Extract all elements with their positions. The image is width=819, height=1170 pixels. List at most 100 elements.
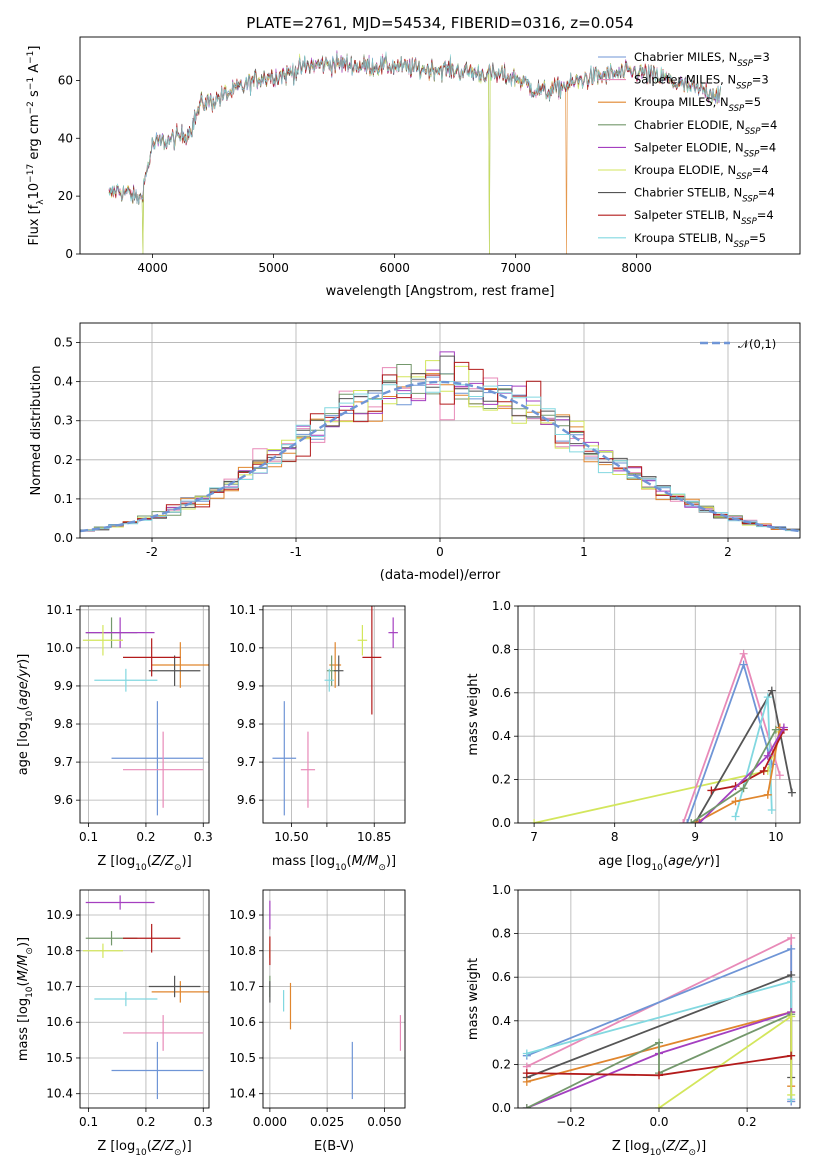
mass_vs_EBV-grid xyxy=(263,890,405,1108)
error-bar-point xyxy=(94,991,158,1007)
spectrum-lines xyxy=(108,50,721,254)
mass-weight-marker xyxy=(787,933,796,942)
y-tick-label: 0.1 xyxy=(54,492,73,506)
y-tick-label: 9.7 xyxy=(54,755,73,769)
legend-entry: Chabrier STELIB, NSSP=4 xyxy=(634,186,775,205)
x-tick-label: 0.3 xyxy=(194,830,213,844)
massweight_vs_age-lines xyxy=(530,649,796,823)
mass-weight-marker xyxy=(739,649,748,658)
mass-weight-marker xyxy=(775,771,784,780)
error-bar-point xyxy=(148,975,201,998)
y-tick-label: 9.8 xyxy=(237,717,256,731)
ebv-x-axis-label: E(B-V) xyxy=(314,1139,354,1154)
legend-entry: Kroupa STELIB, NSSP=5 xyxy=(634,231,766,250)
y-tick-label: 10.1 xyxy=(229,603,256,617)
legend-entry: Chabrier ELODIE, NSSP=4 xyxy=(634,118,777,137)
error-bar-point xyxy=(123,638,181,677)
mass_vs_Z-points xyxy=(82,895,209,1100)
age_vs_mass-axes: 10.50 10.85 9.6 9.7 9.8 9.9 10.0 10.1 xyxy=(229,603,405,844)
error-bar-point xyxy=(123,923,181,953)
y-tick-label: 10.6 xyxy=(46,1015,73,1029)
x-tick-label: 0.1 xyxy=(79,1115,98,1129)
mass-weight-marker xyxy=(522,1104,531,1108)
massweight-vs-z-x-axis-label: Z [log10(Z/Z⊙)] xyxy=(612,1139,706,1158)
age_vs_Z-frame xyxy=(79,605,210,824)
y-tick-label: 0.0 xyxy=(54,531,73,545)
mass-weight-marker xyxy=(787,944,796,953)
mass-weight-marker xyxy=(787,977,796,986)
error-bar-point xyxy=(82,625,123,656)
y-tick-label: 60 xyxy=(58,73,73,87)
age_vs_Z-points xyxy=(82,617,209,816)
y-tick-label: 10.5 xyxy=(46,1051,73,1065)
mass-weight-marker xyxy=(779,723,788,732)
mass-weight-line xyxy=(526,1013,792,1108)
y-tick-label: 0.0 xyxy=(492,816,511,830)
x-tick-label: 4000 xyxy=(137,261,168,275)
y-tick-label: 9.7 xyxy=(237,755,256,769)
x-tick-label: 7000 xyxy=(500,261,531,275)
mass-weight-marker xyxy=(695,819,704,823)
mass-weight-marker xyxy=(731,782,740,791)
mass-weight-marker xyxy=(763,751,772,760)
age_vs_mass-points xyxy=(272,606,398,816)
y-tick-label: 10.9 xyxy=(229,908,256,922)
spectrum-x-axis-label: wavelength [Angstrom, rest frame] xyxy=(326,284,555,299)
mass-weight-marker xyxy=(763,693,772,702)
x-tick-label: 0.1 xyxy=(79,830,98,844)
y-tick-label: 10.0 xyxy=(46,641,73,655)
y-tick-label: 9.9 xyxy=(54,679,73,693)
y-tick-label: 9.8 xyxy=(54,717,73,731)
age-y-axis-label: age [log10(age/yr)] xyxy=(16,654,35,776)
mass_vs_EBV-frame xyxy=(262,889,406,1109)
error-bar-point xyxy=(300,731,316,808)
massweight_vs_Z-frame xyxy=(517,889,801,1109)
spectrum-axes: 4000 5000 6000 7000 8000 0 20 40 60 xyxy=(58,73,652,275)
error-bar-point xyxy=(272,701,297,816)
y-tick-label: 9.9 xyxy=(237,679,256,693)
y-tick-label: 0.2 xyxy=(492,773,511,787)
mass_vs_EBV-points xyxy=(269,900,402,1100)
x-tick-label: 0.2 xyxy=(738,1115,757,1129)
x-tick-label: 8 xyxy=(611,830,619,844)
error-bar-point xyxy=(123,1015,204,1051)
y-tick-label: 0.8 xyxy=(492,642,511,656)
error-bar-point xyxy=(85,895,155,910)
residuals-y-axis-label: Normed distribution xyxy=(29,366,44,496)
mass-vs-z-x-axis-label: Z [log10(Z/Z⊙)] xyxy=(97,1139,191,1158)
error-bar-point xyxy=(111,701,204,816)
x-tick-label: 10 xyxy=(768,830,783,844)
y-tick-label: 1.0 xyxy=(492,599,511,613)
mass_vs_Z-axes: 0.1 0.2 0.3 10.4 10.5 10.6 10.7 10.8 10.9 xyxy=(46,890,213,1129)
residuals-frame xyxy=(79,322,801,539)
y-tick-label: 10.0 xyxy=(229,641,256,655)
error-bar-point xyxy=(324,668,334,692)
x-tick-label: 0.2 xyxy=(136,1115,155,1129)
mass_vs_Z-grid xyxy=(80,890,209,1108)
x-tick-label: −0.2 xyxy=(556,1115,585,1129)
spectrum-frame xyxy=(79,36,801,255)
y-tick-label: 1.0 xyxy=(492,883,511,897)
massweight_vs_age-frame xyxy=(517,605,801,824)
x-tick-label: 0.025 xyxy=(310,1115,344,1129)
error-bar-point xyxy=(148,655,201,686)
y-tick-label: 0.2 xyxy=(54,453,73,467)
error-bar-point xyxy=(82,943,123,958)
residuals-x-axis-label: (data-model)/error xyxy=(380,568,501,583)
y-tick-label: 10.4 xyxy=(229,1087,256,1101)
mass-weight-marker xyxy=(522,1077,531,1086)
y-tick-label: 10.7 xyxy=(229,979,256,993)
massweight_vs_Z-lines xyxy=(522,933,796,1108)
y-tick-label: 40 xyxy=(58,131,73,145)
legend-entry: Salpeter MILES, NSSP=3 xyxy=(634,73,769,92)
x-tick-label: 0.3 xyxy=(194,1115,213,1129)
y-tick-label: 10.8 xyxy=(229,944,256,958)
mass-weight-line xyxy=(694,727,781,823)
legend-entry: Kroupa ELODIE, NSSP=4 xyxy=(634,163,769,182)
error-bar-point xyxy=(362,606,382,715)
y-tick-label: 0.3 xyxy=(54,414,73,428)
y-tick-label: 10.5 xyxy=(229,1051,256,1065)
x-tick-label: 1 xyxy=(580,545,588,559)
y-tick-label: 10.4 xyxy=(46,1087,73,1101)
x-tick-label: 0 xyxy=(436,545,444,559)
